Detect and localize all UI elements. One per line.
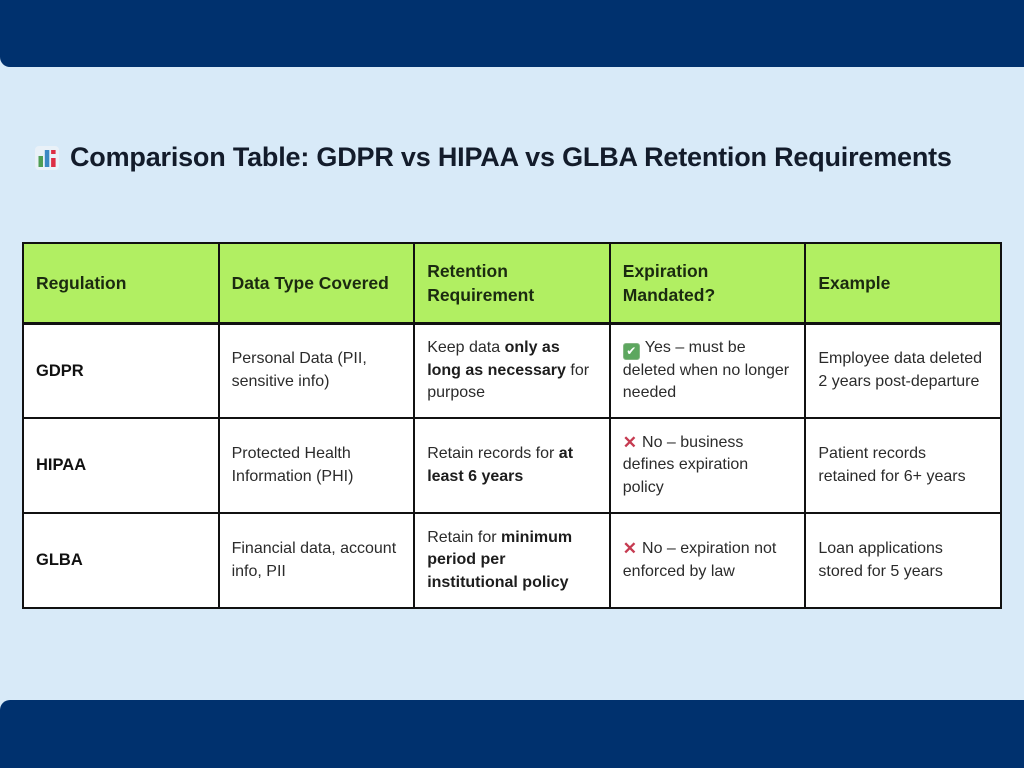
header-expiration: Expiration Mandated?: [608, 242, 807, 325]
retention-text-bold: minimum period per institutional policy: [427, 528, 573, 591]
cell-regulation: GLBA: [22, 512, 220, 609]
retention-text: for purpose: [427, 361, 590, 402]
cross-icon: ✕: [622, 539, 638, 558]
table-row-glba: GLBA Financial data, account info, PII R…: [22, 512, 1002, 609]
retention-text-bold: only as long as necessary: [427, 339, 566, 379]
cell-expiration: ✕ No – expiration not enforced by law: [608, 512, 807, 609]
cell-data-type: Financial data, account info, PII: [217, 512, 416, 609]
page-title-text: Comparison Table: GDPR vs HIPAA vs GLBA …: [70, 142, 952, 172]
header-regulation: Regulation: [22, 242, 220, 325]
check-glyph: ✔: [626, 343, 637, 358]
cell-expiration: ✕ No – business defines expiration policy: [608, 417, 807, 514]
retention-text-bold: at least 6 years: [427, 445, 574, 485]
comparison-table: Regulation Data Type Covered Retention R…: [22, 242, 1002, 609]
cross-icon: ✕: [622, 432, 638, 452]
cell-expiration: ✔ Yes – must be deleted when no longer ne…: [608, 322, 807, 419]
table-row-gdpr: GDPR Personal Data (PII, sensitive info)…: [22, 322, 1002, 419]
table-header-row: Regulation Data Type Covered Retention R…: [22, 242, 1002, 325]
cell-example: Employee data deleted 2 years post-depar…: [804, 322, 1002, 419]
expiration-text: No – business defines expiration policy: [622, 433, 749, 496]
bottom-footer-bar: [0, 700, 1024, 768]
header-example: Example: [804, 242, 1002, 325]
check-icon: ✔: [622, 342, 640, 360]
cell-example: Loan applications stored for 5 years: [804, 512, 1002, 609]
cell-retention: Keep data only as long as necessary for …: [413, 322, 611, 419]
expiration-text: Yes – must be deleted when no longer nee…: [622, 338, 790, 402]
cell-data-type: Protected Health Information (PHI): [217, 417, 416, 514]
retention-text: Keep data: [427, 339, 505, 356]
header-retention: Retention Requirement: [413, 242, 611, 325]
cell-retention: Retain for minimum period per institutio…: [413, 512, 611, 609]
cell-data-type: Personal Data (PII, sensitive info): [217, 322, 416, 419]
expiration-text: No – expiration not enforced by law: [622, 540, 777, 580]
cell-retention: Retain records for at least 6 years: [413, 417, 611, 514]
cell-regulation: HIPAA: [22, 417, 220, 514]
header-data-type: Data Type Covered: [217, 242, 416, 325]
bar-chart-icon: [35, 145, 59, 170]
retention-text: Retain for: [427, 528, 501, 546]
retention-text: Retain records for: [427, 445, 559, 462]
cell-example: Patient records retained for 6+ years: [804, 417, 1002, 514]
cell-regulation: GDPR: [22, 322, 220, 419]
page-title: Comparison Table: GDPR vs HIPAA vs GLBA …: [34, 142, 1004, 173]
table-row-hipaa: HIPAA Protected Health Information (PHI)…: [22, 417, 1002, 514]
top-header-bar: [0, 0, 1024, 67]
